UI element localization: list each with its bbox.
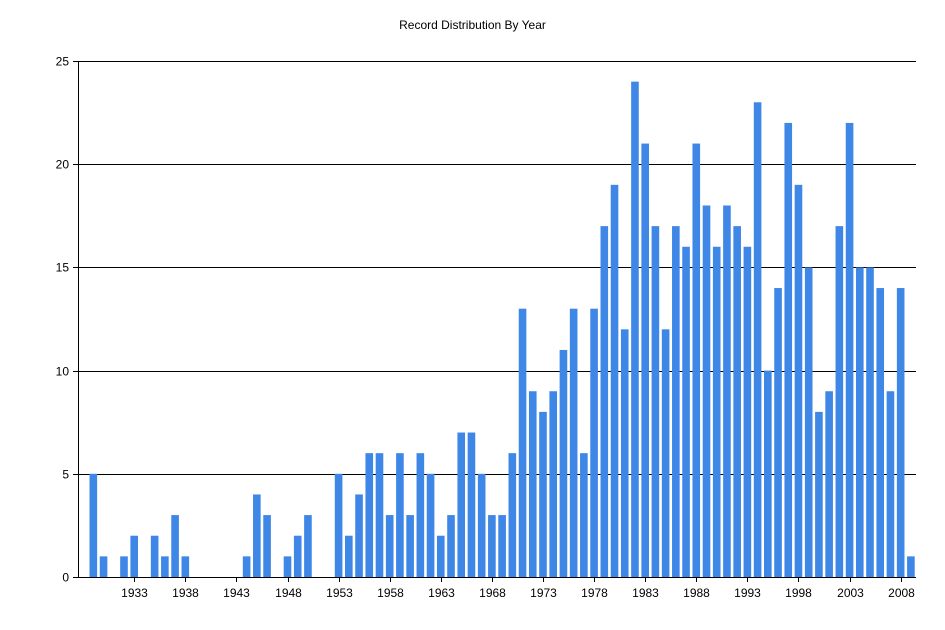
bar [753, 102, 762, 577]
x-tick-label: 1988 [683, 586, 710, 600]
x-tick-label: 1948 [275, 586, 302, 600]
bar [590, 308, 598, 577]
bar [283, 556, 292, 577]
y-tick-labels: 0 5 10 15 20 25 [56, 55, 70, 585]
x-tick-label: 1953 [326, 586, 353, 600]
bar [559, 349, 568, 577]
x-tick-label: 1993 [734, 586, 761, 600]
bar [130, 535, 139, 577]
bar [528, 391, 537, 577]
bar [242, 556, 251, 577]
x-tick-label: 1978 [581, 586, 608, 600]
bar [569, 308, 578, 577]
y-tick-label: 5 [62, 468, 69, 482]
bar [518, 308, 527, 577]
bar [293, 535, 302, 577]
bar [508, 453, 517, 577]
axes [73, 61, 916, 582]
bar [682, 246, 690, 577]
bar [89, 473, 98, 577]
x-tick-label: 1963 [428, 586, 455, 600]
bar [477, 473, 486, 577]
bar [866, 267, 874, 577]
bar [610, 184, 619, 577]
bar [651, 226, 660, 577]
bar [467, 432, 476, 577]
bar [150, 535, 159, 577]
bar [855, 267, 864, 577]
bar [375, 453, 384, 577]
bar [743, 246, 752, 577]
bar [804, 267, 813, 577]
bar [263, 515, 271, 577]
bar [876, 288, 885, 577]
bar [774, 288, 782, 577]
bar [120, 556, 128, 577]
bar [406, 515, 414, 577]
y-tick-label: 15 [56, 261, 70, 275]
x-tick-label: 1933 [121, 586, 148, 600]
x-tick-label: 1983 [632, 586, 659, 600]
bar [631, 81, 639, 577]
bar [385, 515, 394, 577]
bar [498, 515, 506, 577]
bar [764, 370, 772, 577]
bar [396, 453, 404, 577]
bar [794, 184, 803, 577]
bar [672, 226, 680, 577]
x-tick-label: 1938 [172, 586, 199, 600]
bar [426, 473, 435, 577]
x-tick-label: 1973 [530, 586, 557, 600]
chart-title: Record Distribution By Year [399, 18, 546, 32]
x-tick-label: 1943 [223, 586, 250, 600]
bar [345, 535, 353, 577]
y-tick-label: 10 [56, 365, 70, 379]
bar [845, 122, 854, 578]
x-tick-label: 2008 [888, 586, 915, 600]
bar [886, 391, 895, 577]
bar [99, 556, 108, 577]
bar [815, 411, 823, 577]
bar [580, 453, 588, 577]
bar [600, 226, 609, 577]
bar [447, 515, 455, 577]
bar [723, 205, 731, 578]
x-tick-label: 1958 [377, 586, 404, 600]
bar [355, 494, 363, 577]
bar [365, 453, 374, 577]
bar [436, 535, 445, 577]
bar [620, 329, 629, 577]
bar [334, 473, 343, 577]
bar [702, 205, 711, 578]
bar [539, 411, 547, 577]
bar [692, 143, 701, 577]
bars [89, 81, 915, 578]
bar [712, 246, 721, 577]
x-tick-label: 2003 [837, 586, 864, 600]
bar [488, 515, 496, 577]
bar [549, 391, 558, 577]
bar [825, 391, 833, 577]
bar [253, 494, 261, 577]
y-tick-label: 0 [62, 571, 69, 585]
y-tick-label: 20 [56, 158, 70, 172]
bar [181, 556, 190, 577]
bar [835, 226, 844, 577]
bar [641, 143, 649, 577]
x-tick-label: 1998 [785, 586, 812, 600]
bar [416, 453, 425, 577]
bar [161, 556, 169, 577]
bar [784, 122, 793, 578]
bar [457, 432, 466, 577]
bar [304, 515, 312, 577]
x-tick-labels: 1933 1938 1943 1948 1953 1958 1963 1968 1973 1978… [121, 586, 915, 600]
bar [171, 515, 179, 577]
x-tick-label: 1968 [479, 586, 506, 600]
bar [907, 556, 915, 577]
y-tick-label: 25 [56, 55, 70, 69]
bar [896, 288, 905, 577]
bar [733, 226, 741, 577]
bar [661, 329, 670, 577]
